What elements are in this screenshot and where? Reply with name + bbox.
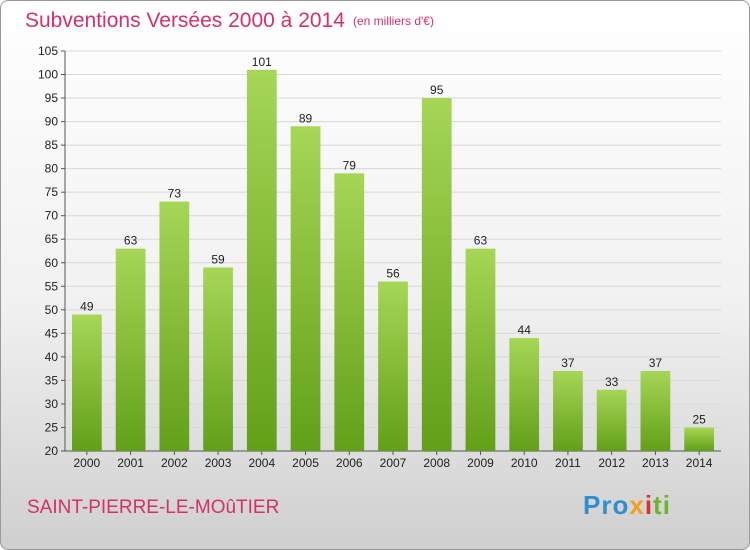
bar-2008 — [421, 98, 452, 451]
x-tick-label: 2001 — [117, 456, 144, 470]
x-tick-label: 2003 — [205, 456, 232, 470]
y-tick-label: 75 — [45, 185, 59, 199]
x-tick-label: 2006 — [336, 456, 363, 470]
x-tick-label: 2013 — [642, 456, 669, 470]
proxiti-logo[interactable]: Proxiti — [583, 490, 671, 521]
logo-part: i — [644, 490, 654, 520]
x-tick-label: 2014 — [686, 456, 713, 470]
x-tick-label: 2004 — [248, 456, 275, 470]
y-tick-label: 30 — [45, 397, 59, 411]
y-tick-label: 105 — [38, 44, 58, 58]
y-tick-label: 50 — [45, 303, 59, 317]
y-tick-label: 25 — [45, 420, 59, 434]
y-tick-label: 100 — [38, 68, 58, 82]
data-label: 44 — [518, 323, 532, 337]
x-tick-label: 2010 — [511, 456, 538, 470]
chart-title: Subventions Versées 2000 à 2014 — [25, 9, 345, 32]
chart-subtitle: (en milliers d'€) — [353, 14, 434, 28]
y-tick-label: 20 — [45, 444, 59, 458]
x-tick-label: 2002 — [161, 456, 188, 470]
data-label: 56 — [386, 267, 400, 281]
data-label: 63 — [474, 234, 488, 248]
bar-2012 — [596, 389, 627, 451]
bar-2006 — [334, 173, 365, 451]
bar-2011 — [553, 371, 583, 451]
data-label: 37 — [649, 356, 663, 370]
labels: 20 25 30 35 40 45 50 55 60 65 70 75 80 85 90 95 100 105 49… — [38, 44, 713, 470]
data-label: 73 — [168, 187, 182, 201]
y-tick-label: 65 — [45, 232, 59, 246]
x-tick-label: 2007 — [380, 456, 407, 470]
data-label: 59 — [211, 252, 225, 266]
data-label: 79 — [343, 158, 357, 172]
bar-2000 — [71, 314, 102, 451]
data-label: 25 — [692, 412, 706, 426]
bar-2010 — [509, 338, 540, 451]
y-tick-label: 95 — [45, 91, 59, 105]
logo-part: Pro — [583, 490, 630, 520]
logo-part: x — [629, 490, 645, 520]
data-label: 49 — [80, 300, 94, 314]
y-tick-label: 60 — [45, 256, 59, 270]
place-name: SAINT-PIERRE-LE-MOûTIER — [27, 497, 280, 518]
bar-2007 — [378, 281, 408, 451]
y-tick-label: 45 — [45, 326, 59, 340]
x-tick-label: 2005 — [292, 456, 319, 470]
x-tick-label: 2008 — [423, 456, 450, 470]
data-label: 95 — [430, 83, 444, 97]
bar-2013 — [640, 371, 671, 451]
bars — [71, 69, 715, 451]
data-label: 89 — [299, 111, 313, 125]
data-label: 37 — [561, 356, 575, 370]
data-label: 101 — [252, 55, 272, 69]
y-tick-label: 55 — [45, 279, 59, 293]
y-tick-label: 85 — [45, 138, 59, 152]
y-tick-label: 70 — [45, 209, 59, 223]
y-tick-label: 40 — [45, 350, 59, 364]
bar-2005 — [290, 126, 321, 451]
y-tick-label: 80 — [45, 162, 59, 176]
x-tick-label: 2011 — [555, 456, 581, 470]
bar-2004 — [246, 69, 277, 451]
x-tick-label: 2012 — [598, 456, 625, 470]
x-tick-label: 2000 — [74, 456, 101, 470]
data-label: 63 — [124, 234, 138, 248]
logo-part: ti — [653, 490, 671, 520]
bar-2001 — [115, 248, 146, 451]
data-label: 33 — [605, 375, 619, 389]
bar-2003 — [203, 267, 233, 451]
y-tick-label: 35 — [45, 373, 59, 387]
bar-2014 — [684, 427, 715, 451]
bar-2002 — [159, 201, 190, 451]
y-tick-label: 90 — [45, 115, 59, 129]
x-tick-label: 2009 — [467, 456, 494, 470]
bar-2009 — [465, 248, 496, 451]
